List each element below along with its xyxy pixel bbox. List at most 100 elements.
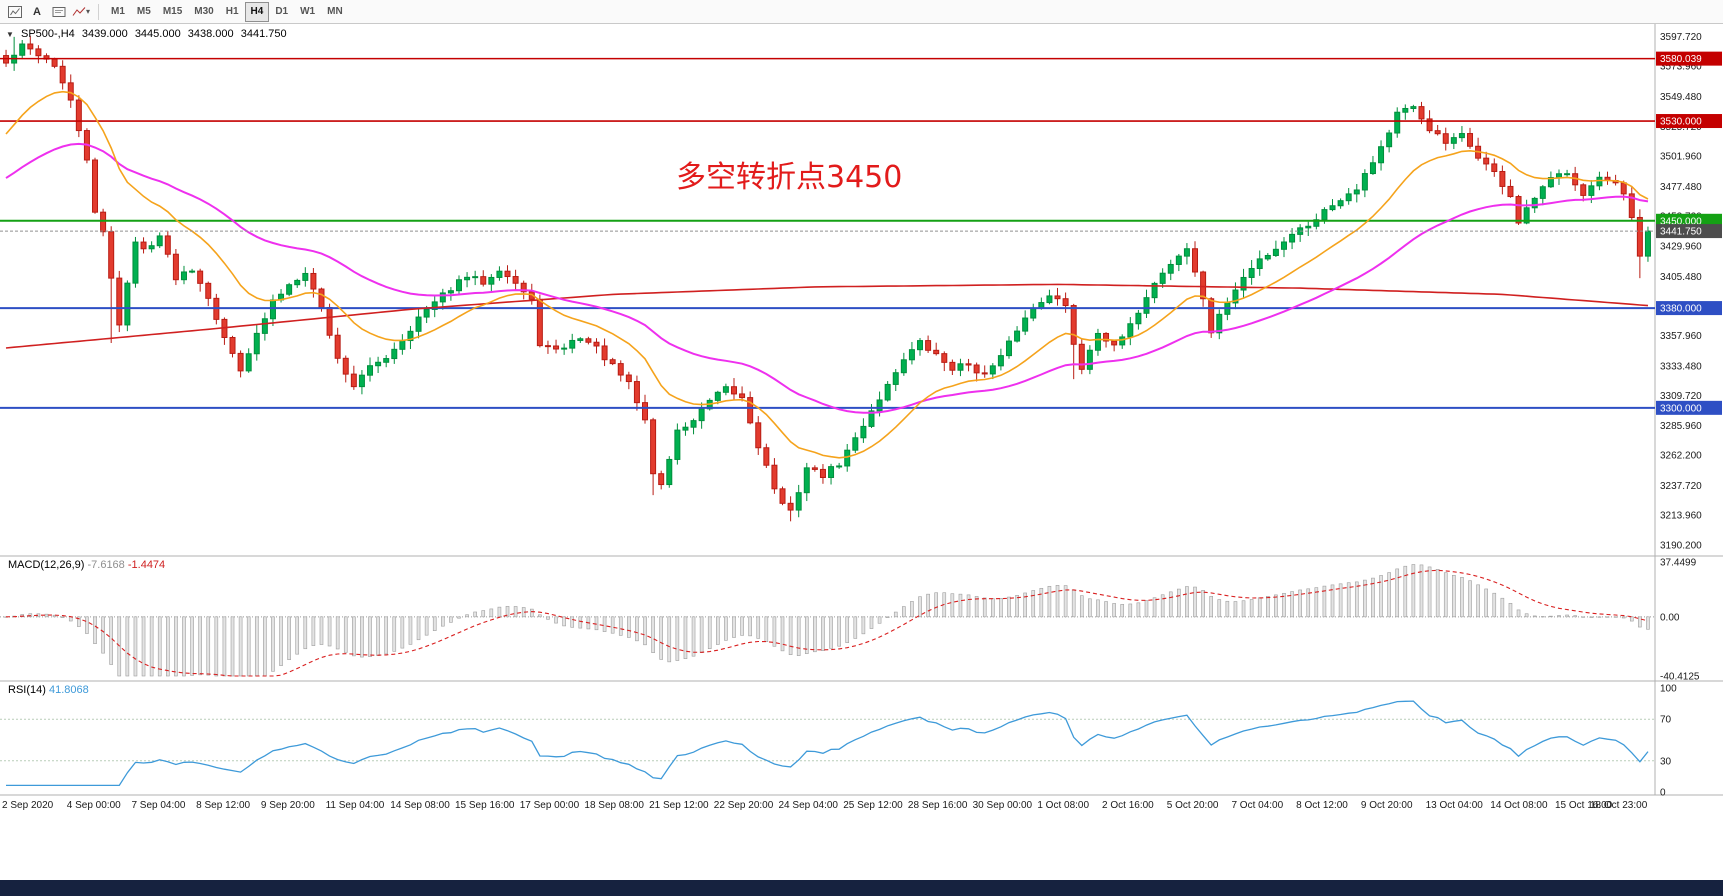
timeframe-button-d1[interactable]: D1 bbox=[269, 2, 294, 22]
polyline-glyph bbox=[72, 6, 86, 16]
dropdown-caret-icon: ▾ bbox=[85, 7, 90, 16]
timeframe-group: M1 M5 M15 M30 H1 H4 D1 W1 MN bbox=[105, 1, 349, 22]
svg-text:3477.480: 3477.480 bbox=[1660, 182, 1702, 193]
chart-window-icon[interactable] bbox=[4, 2, 26, 22]
timeframe-button-m5[interactable]: M5 bbox=[131, 2, 157, 22]
macd-name: MACD(12,26,9) bbox=[8, 559, 85, 571]
svg-text:11 Sep 04:00: 11 Sep 04:00 bbox=[326, 800, 385, 811]
svg-text:100: 100 bbox=[1660, 684, 1677, 695]
svg-text:28 Sep 16:00: 28 Sep 16:00 bbox=[908, 800, 968, 811]
svg-text:-40.4125: -40.4125 bbox=[1660, 672, 1700, 683]
horizontal-level-lines[interactable] bbox=[0, 57, 1655, 409]
svg-text:3530.000: 3530.000 bbox=[1660, 117, 1702, 128]
svg-text:3597.720: 3597.720 bbox=[1660, 32, 1702, 43]
text-label-icon[interactable]: A bbox=[26, 2, 48, 22]
svg-text:5 Oct 20:00: 5 Oct 20:00 bbox=[1167, 800, 1219, 811]
text-box-icon[interactable] bbox=[48, 2, 70, 22]
svg-text:3190.200: 3190.200 bbox=[1660, 540, 1702, 551]
svg-text:30: 30 bbox=[1660, 756, 1672, 767]
rsi-name: RSI(14) bbox=[8, 684, 46, 696]
svg-text:3333.480: 3333.480 bbox=[1660, 362, 1702, 373]
time-axis: 2 Sep 2020 4 Sep 00:00 7 Sep 04:00 8 Sep 12… bbox=[2, 800, 1648, 811]
macd-axis: 37.4499 0.00 -40.4125 bbox=[1660, 558, 1700, 683]
svg-text:3357.960: 3357.960 bbox=[1660, 331, 1702, 342]
svg-text:14 Oct 08:00: 14 Oct 08:00 bbox=[1490, 800, 1548, 811]
ohlc-close: 3441.750 bbox=[240, 28, 287, 40]
rsi-line bbox=[6, 700, 1649, 787]
svg-text:25 Sep 12:00: 25 Sep 12:00 bbox=[843, 800, 903, 811]
svg-text:17 Sep 00:00: 17 Sep 00:00 bbox=[520, 800, 580, 811]
macd-signal-value: -1.4474 bbox=[127, 559, 166, 571]
svg-text:3429.960: 3429.960 bbox=[1660, 241, 1702, 252]
svg-text:3549.480: 3549.480 bbox=[1660, 92, 1702, 103]
svg-text:24 Sep 04:00: 24 Sep 04:00 bbox=[779, 800, 839, 811]
macd-main-value: -7.6168 bbox=[87, 559, 125, 571]
ohlc-high: 3445.000 bbox=[134, 28, 181, 40]
ma-slow-red bbox=[5, 283, 1649, 349]
svg-text:37.4499: 37.4499 bbox=[1660, 558, 1697, 569]
rsi-value: 41.8068 bbox=[48, 684, 89, 696]
svg-text:2 Oct 16:00: 2 Oct 16:00 bbox=[1102, 800, 1154, 811]
svg-text:9 Oct 20:00: 9 Oct 20:00 bbox=[1361, 800, 1413, 811]
svg-text:3580.039: 3580.039 bbox=[1660, 54, 1702, 65]
rsi-label: RSI(14) 41.8068 bbox=[8, 684, 89, 696]
text-box-glyph bbox=[52, 6, 66, 17]
svg-text:3380.000: 3380.000 bbox=[1660, 304, 1702, 315]
svg-text:15 Sep 16:00: 15 Sep 16:00 bbox=[455, 800, 515, 811]
svg-text:3285.960: 3285.960 bbox=[1660, 421, 1702, 432]
price-badges: 3580.039 3530.000 3450.000 3380.000 3300.000… bbox=[1656, 51, 1722, 415]
timeframe-button-w1[interactable]: W1 bbox=[294, 2, 321, 22]
ma-mid-magenta bbox=[5, 142, 1649, 414]
ohlc-low: 3438.000 bbox=[187, 28, 234, 40]
svg-text:3262.200: 3262.200 bbox=[1660, 450, 1702, 461]
svg-text:0.00: 0.00 bbox=[1660, 612, 1680, 623]
svg-text:3300.000: 3300.000 bbox=[1660, 403, 1702, 414]
timeframe-button-m15[interactable]: M15 bbox=[157, 2, 188, 22]
svg-text:8 Sep 12:00: 8 Sep 12:00 bbox=[196, 800, 250, 811]
svg-text:3405.480: 3405.480 bbox=[1660, 272, 1702, 283]
svg-text:0: 0 bbox=[1660, 788, 1666, 799]
toolbar-separator bbox=[98, 3, 99, 20]
svg-text:2 Sep 2020: 2 Sep 2020 bbox=[2, 800, 54, 811]
text-label-glyph: A bbox=[33, 5, 41, 18]
svg-text:9 Sep 20:00: 9 Sep 20:00 bbox=[261, 800, 315, 811]
ohlc-open: 3439.000 bbox=[81, 28, 128, 40]
svg-text:3573.960: 3573.960 bbox=[1660, 62, 1702, 73]
macd-label: MACD(12,26,9) -7.6168 -1.4474 bbox=[8, 559, 165, 571]
svg-text:7 Oct 04:00: 7 Oct 04:00 bbox=[1231, 800, 1283, 811]
ma-fast-orange bbox=[5, 90, 1649, 459]
svg-text:7 Sep 04:00: 7 Sep 04:00 bbox=[131, 800, 185, 811]
svg-text:3309.720: 3309.720 bbox=[1660, 391, 1702, 402]
svg-text:30 Sep 00:00: 30 Sep 00:00 bbox=[973, 800, 1033, 811]
chart-canvas[interactable]: 3597.7203573.9603549.4803525.7203501.960… bbox=[0, 24, 1723, 880]
macd-signal-line bbox=[5, 569, 1649, 677]
polyline-tool-icon[interactable]: ▾ bbox=[70, 2, 92, 22]
annotation-text[interactable]: 多空转折点3450 bbox=[676, 160, 903, 195]
svg-text:3450.000: 3450.000 bbox=[1660, 216, 1702, 227]
taskbar-strip bbox=[0, 880, 1723, 896]
chart-area[interactable]: 3597.7203573.9603549.4803525.7203501.960… bbox=[0, 24, 1723, 880]
chart-title: ▼ SP500-,H4 3439.000 3445.000 3438.000 3… bbox=[6, 28, 291, 40]
svg-text:15 Oct 16:00: 15 Oct 16:00 bbox=[1555, 800, 1613, 811]
timeframe-button-m1[interactable]: M1 bbox=[105, 2, 131, 22]
collapse-triangle-icon[interactable]: ▼ bbox=[6, 30, 14, 39]
timeframe-button-mn[interactable]: MN bbox=[321, 2, 349, 22]
svg-text:22 Sep 20:00: 22 Sep 20:00 bbox=[714, 800, 774, 811]
svg-text:18 Sep 08:00: 18 Sep 08:00 bbox=[584, 800, 644, 811]
candles bbox=[3, 35, 1651, 522]
timeframe-button-h4[interactable]: H4 bbox=[244, 1, 270, 22]
svg-text:3213.960: 3213.960 bbox=[1660, 511, 1702, 522]
svg-text:3237.720: 3237.720 bbox=[1660, 481, 1702, 492]
price-axis: 3597.7203573.9603549.4803525.7203501.960… bbox=[1660, 32, 1702, 551]
chart-glyph bbox=[8, 5, 22, 18]
svg-text:3501.960: 3501.960 bbox=[1660, 151, 1702, 162]
svg-text:3441.750: 3441.750 bbox=[1660, 227, 1702, 238]
svg-text:13 Oct 04:00: 13 Oct 04:00 bbox=[1426, 800, 1484, 811]
timeframe-button-m30[interactable]: M30 bbox=[188, 2, 219, 22]
svg-text:14 Sep 08:00: 14 Sep 08:00 bbox=[390, 800, 450, 811]
svg-text:8 Oct 12:00: 8 Oct 12:00 bbox=[1296, 800, 1348, 811]
timeframe-button-h1[interactable]: H1 bbox=[220, 2, 245, 22]
svg-text:21 Sep 12:00: 21 Sep 12:00 bbox=[649, 800, 709, 811]
symbol-timeframe-label: SP500-,H4 bbox=[20, 28, 75, 40]
